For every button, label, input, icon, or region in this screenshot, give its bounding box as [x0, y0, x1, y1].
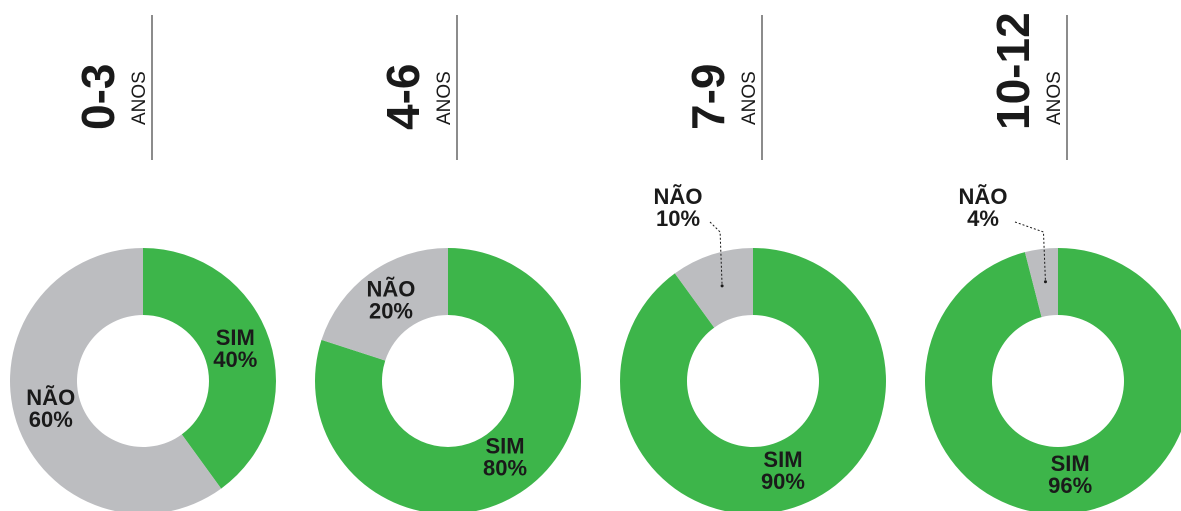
age-range: 7-9 [682, 64, 734, 130]
age-unit: ANOS [1044, 71, 1065, 125]
slice-value-label: 80% [483, 455, 527, 480]
infographic: 0-3ANOSSIM40%NÃO60%4-6ANOSSIM80%NÃO20%7-… [0, 0, 1181, 511]
slice-value-label: 10% [656, 206, 700, 231]
slice-value-label: 90% [761, 469, 805, 494]
age-range: 10-12 [987, 12, 1039, 130]
age-unit: ANOS [434, 71, 455, 125]
slice-value-label: 4% [967, 206, 999, 231]
age-range: 4-6 [377, 64, 429, 130]
slice-value-label: 40% [213, 347, 257, 372]
age-unit: ANOS [739, 71, 760, 125]
leader-dot [1044, 280, 1047, 283]
leader-dot [721, 284, 724, 287]
slice-value-label: 20% [369, 298, 413, 323]
age-unit: ANOS [129, 71, 150, 125]
slice-value-label: 60% [29, 407, 73, 432]
age-range: 0-3 [72, 64, 124, 130]
slice-value-label: 96% [1048, 473, 1092, 498]
